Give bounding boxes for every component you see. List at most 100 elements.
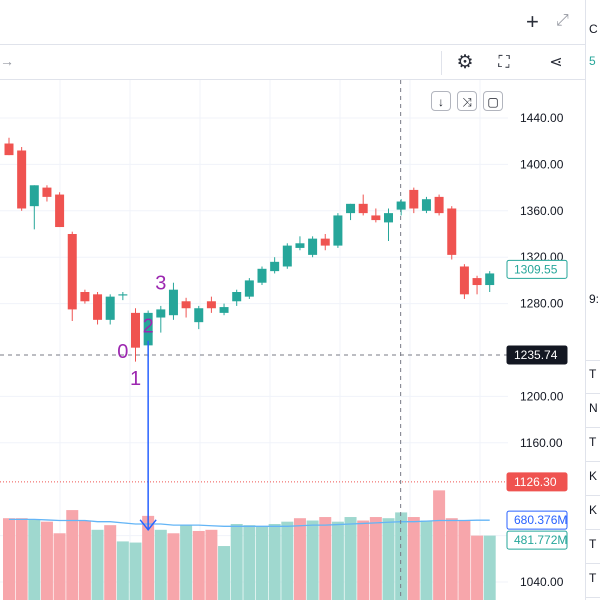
volume-bar [331,521,344,600]
candle-body [105,296,115,320]
volume-bar [78,520,91,600]
candlestick-chart[interactable]: 01231440.001400.001360.001320.001280.001… [0,80,585,600]
wave-label-0: 0 [117,341,128,363]
candle-body [156,309,166,318]
price-badge [506,510,568,530]
chart-background [0,80,585,600]
fit-button[interactable]: ▢ [483,91,503,111]
chart-toolbar: → ⚙ ⛶ ⋖ [0,45,585,80]
volume-bar [154,529,167,600]
volume-bar [205,529,218,600]
volume-bar [15,518,28,600]
volume-bar [420,520,433,600]
volume-bar [218,546,231,600]
volume-bar [104,525,117,600]
candle-body [168,289,178,316]
price-badge-label: 1309.55 [514,262,558,276]
volume-bar [230,524,243,600]
volume-bar [3,518,15,600]
wave-label-1: 1 [130,368,141,390]
volume-ma-line [9,518,490,527]
collapse-button[interactable]: ⤨ [457,91,477,111]
candle-body [17,150,27,209]
volume-bar [445,518,458,600]
volume-bar [256,526,268,600]
candle-body [181,301,191,309]
volume-bar [116,541,129,600]
settings-icon[interactable]: ⚙ [456,52,474,73]
volume-bar [293,518,306,600]
candle-body [93,294,103,320]
candle-body [257,268,267,283]
volume-bar [369,517,382,600]
volume-bar [458,520,471,600]
volume-bar [142,515,155,600]
candle-body [421,199,431,211]
right-panel-divider [586,495,600,496]
candle-body [29,185,39,207]
volume-bar [433,490,446,600]
right-panel-divider [586,393,600,394]
volume-bar [395,512,408,600]
candle-body [434,196,444,214]
volume-bar [407,517,420,600]
volume-bar [167,533,180,600]
plus-icon[interactable]: + [526,9,539,34]
right-panel-divider [586,563,600,564]
candle-body [358,203,368,214]
volume-bar [192,530,205,600]
scroll-down-button[interactable]: ↓ [431,91,451,111]
candle-body [333,215,343,246]
volume-bar [180,525,193,600]
price-tick-label: 1040.00 [520,575,564,589]
right-panel-divider [586,427,600,428]
candle-body [384,213,393,223]
candle-body [67,234,77,310]
candle-body [55,194,65,228]
wave-label-3: 3 [155,273,166,295]
candle-body [219,307,229,313]
toolbar-divider [441,51,442,75]
right-panel-text: N [589,401,598,415]
right-panel-text: 5 [589,54,596,68]
expand-icon[interactable]: ⤢ [556,12,569,29]
volume-bar [40,521,53,600]
candle-body [232,292,242,302]
wave-label-2: 2 [143,316,154,338]
share-icon[interactable]: ⋖ [549,54,563,71]
candle-body [308,238,318,255]
volume-bar [344,517,357,600]
price-badge [506,259,568,279]
volume-bar [91,529,104,600]
candle-body [244,280,254,297]
fullscreen-icon[interactable]: ⛶ [498,54,510,71]
volume-bar [53,533,66,600]
candle-body [42,187,52,197]
candle-body [396,201,406,210]
volume-bar [382,518,395,600]
candle-body [459,266,469,295]
candle-body [371,215,381,221]
candle-body [4,143,14,156]
price-tick-label: 1280.00 [520,297,564,311]
candle-body [346,203,356,214]
right-panel-text: K [589,469,598,483]
volume-bar [281,521,294,600]
candle-body [485,273,495,286]
arrow-head [139,519,157,532]
right-panel-divider [586,461,600,462]
right-panel: C 5 9: T N T K K T T [585,0,600,600]
price-badge [506,345,568,365]
price-badge [506,472,568,492]
toolbar-arrow[interactable]: → [0,53,14,69]
candle-body [80,292,90,302]
chart-header: + ⤢ [0,0,585,45]
price-tick-label: 1400.00 [520,157,564,171]
price-badge-label: 1235.74 [514,348,558,362]
right-panel-text: C [589,22,598,36]
candle-body [472,278,482,286]
price-badge-label: 1126.30 [514,475,557,489]
candle-body [282,245,292,267]
right-panel-text: T [589,367,597,381]
candle-body [295,243,305,248]
